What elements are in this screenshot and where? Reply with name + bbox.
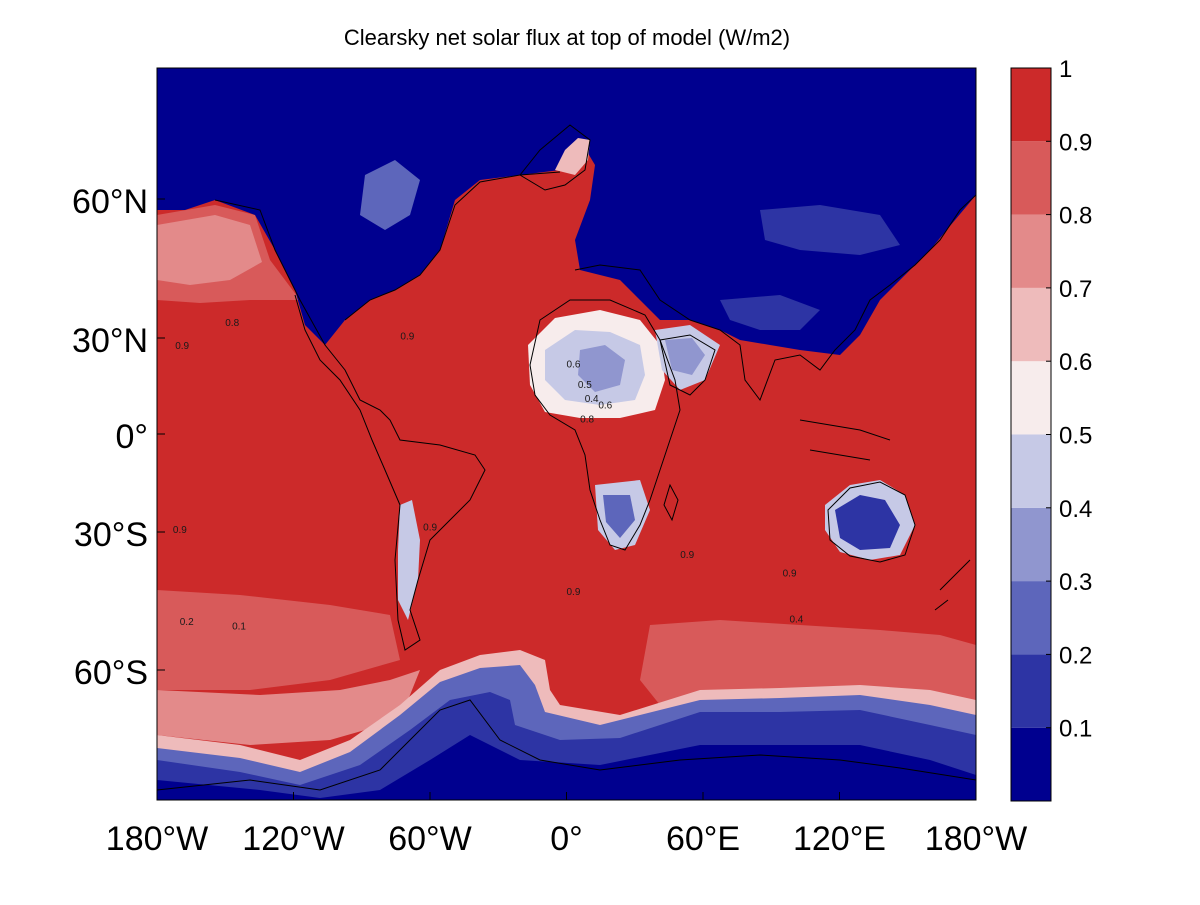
x-axis: 180°W 120°W 60°W 0° 60°E 120°E 180°W: [106, 792, 1027, 858]
contour-label: 0.9: [567, 587, 581, 598]
contour-label: 0.5: [578, 380, 592, 391]
flux-region-southern-light: [157, 670, 420, 745]
y-tick-label: 30°N: [72, 322, 148, 360]
colorbar-band: [1011, 141, 1051, 215]
colorbar-band: [1011, 361, 1051, 435]
coastline-australia: [827, 481, 916, 563]
colorbar-band: [1011, 434, 1051, 508]
colorbar-tick-label: 1: [1059, 56, 1072, 83]
colorbar-band: [1011, 214, 1051, 288]
flux-region-southern-ocean-band: [157, 590, 400, 690]
flux-region-greenland-edge: [555, 138, 590, 175]
flux-region-siberia-mid: [760, 205, 900, 255]
flux-region-north-america-mid: [360, 160, 420, 230]
contour-label: 0.4: [585, 394, 599, 405]
contour-label: 0.6: [598, 401, 612, 412]
colorbar-tick-label: 0.7: [1059, 276, 1092, 303]
coastline-north-america-east: [344, 171, 561, 321]
y-tick-label: 60°N: [72, 183, 148, 221]
y-tick-label: 30°S: [74, 516, 148, 554]
contour-label: 0.9: [400, 332, 414, 343]
flux-region-sahara-core: [578, 345, 625, 392]
colorbar-band: [1011, 507, 1051, 582]
colorbar-band: [1011, 287, 1051, 362]
coastline-indonesia: [799, 419, 891, 461]
coastline-antarctica: [157, 699, 976, 791]
flux-region-north-pacific-light: [157, 215, 262, 285]
contour-label: 0.8: [225, 318, 239, 329]
flux-region-southern-ocean-band-east: [640, 620, 976, 705]
colorbar-tick-label: 0.1: [1059, 716, 1092, 743]
contour-label: 0.2: [180, 617, 194, 628]
flux-region-andes: [398, 500, 420, 620]
coastline-africa: [529, 299, 681, 551]
colorbar-tick-label: 0.6: [1059, 349, 1092, 376]
flux-region-arctic-americas: [157, 68, 976, 355]
contour-label: 0.9: [173, 525, 187, 536]
y-tick-label: 60°S: [74, 654, 148, 692]
colorbar-band: [1011, 727, 1051, 801]
contour-label: 0.8: [580, 415, 594, 426]
colorbar: 0.1 0.2 0.3 0.4 0.5 0.6 0.7 0.8 0.9 1: [1010, 56, 1092, 802]
flux-region-southern-africa-core: [603, 495, 635, 538]
x-tick-label: 180°W: [106, 820, 208, 858]
x-tick-label: 180°W: [925, 820, 1027, 858]
colorbar-tick-label: 0.4: [1059, 496, 1092, 523]
colorbar-band: [1011, 654, 1051, 728]
coastline-new-zealand: [934, 559, 971, 611]
colorbar-tick-label: 0.9: [1059, 129, 1092, 156]
flux-region-australia-core: [835, 495, 900, 550]
x-tick-label: 120°W: [242, 820, 344, 858]
y-tick-label: 0°: [115, 418, 148, 456]
flux-region-tibet: [720, 295, 820, 330]
flux-region-antarctica-core: [157, 735, 976, 800]
colorbar-tick-label: 0.2: [1059, 642, 1092, 669]
contour-label: 0.9: [175, 341, 189, 352]
flux-region-arabia-core: [665, 338, 705, 375]
contour-labels: 0.90.80.90.60.50.40.60.80.9 0.90.90.90.90…: [173, 318, 804, 633]
coastline-madagascar: [663, 483, 679, 522]
coastline-eurasia: [574, 194, 976, 402]
colorbar-band: [1011, 68, 1051, 142]
x-tick-label: 0°: [550, 820, 583, 858]
plot-area: 0.90.80.90.60.50.40.60.80.9 0.90.90.90.90…: [157, 68, 976, 800]
coastlines: [157, 124, 976, 791]
colorbar-tick-label: 0.8: [1059, 203, 1092, 230]
colorbar-tick-label: 0.5: [1059, 423, 1092, 450]
y-axis: 60°N 30°N 0° 30°S 60°S: [72, 183, 165, 692]
x-tick-label: 120°E: [793, 820, 886, 858]
coastline-arabia: [659, 334, 716, 396]
contour-label: 0.1: [232, 622, 246, 633]
contour-label: 0.9: [783, 569, 797, 580]
x-tick-label: 60°E: [666, 820, 740, 858]
contour-label: 0.4: [789, 615, 803, 626]
chart-title: Clearsky net solar flux at top of model …: [344, 25, 790, 50]
coastline-americas: [214, 199, 486, 651]
colorbar-tick-label: 0.3: [1059, 569, 1092, 596]
contour-label: 0.6: [567, 359, 581, 370]
colorbar-band: [1011, 581, 1051, 655]
contour-label: 0.9: [680, 550, 694, 561]
contour-label: 0.9: [423, 523, 437, 534]
coastline-greenland: [519, 124, 591, 191]
x-tick-label: 60°W: [388, 820, 472, 858]
